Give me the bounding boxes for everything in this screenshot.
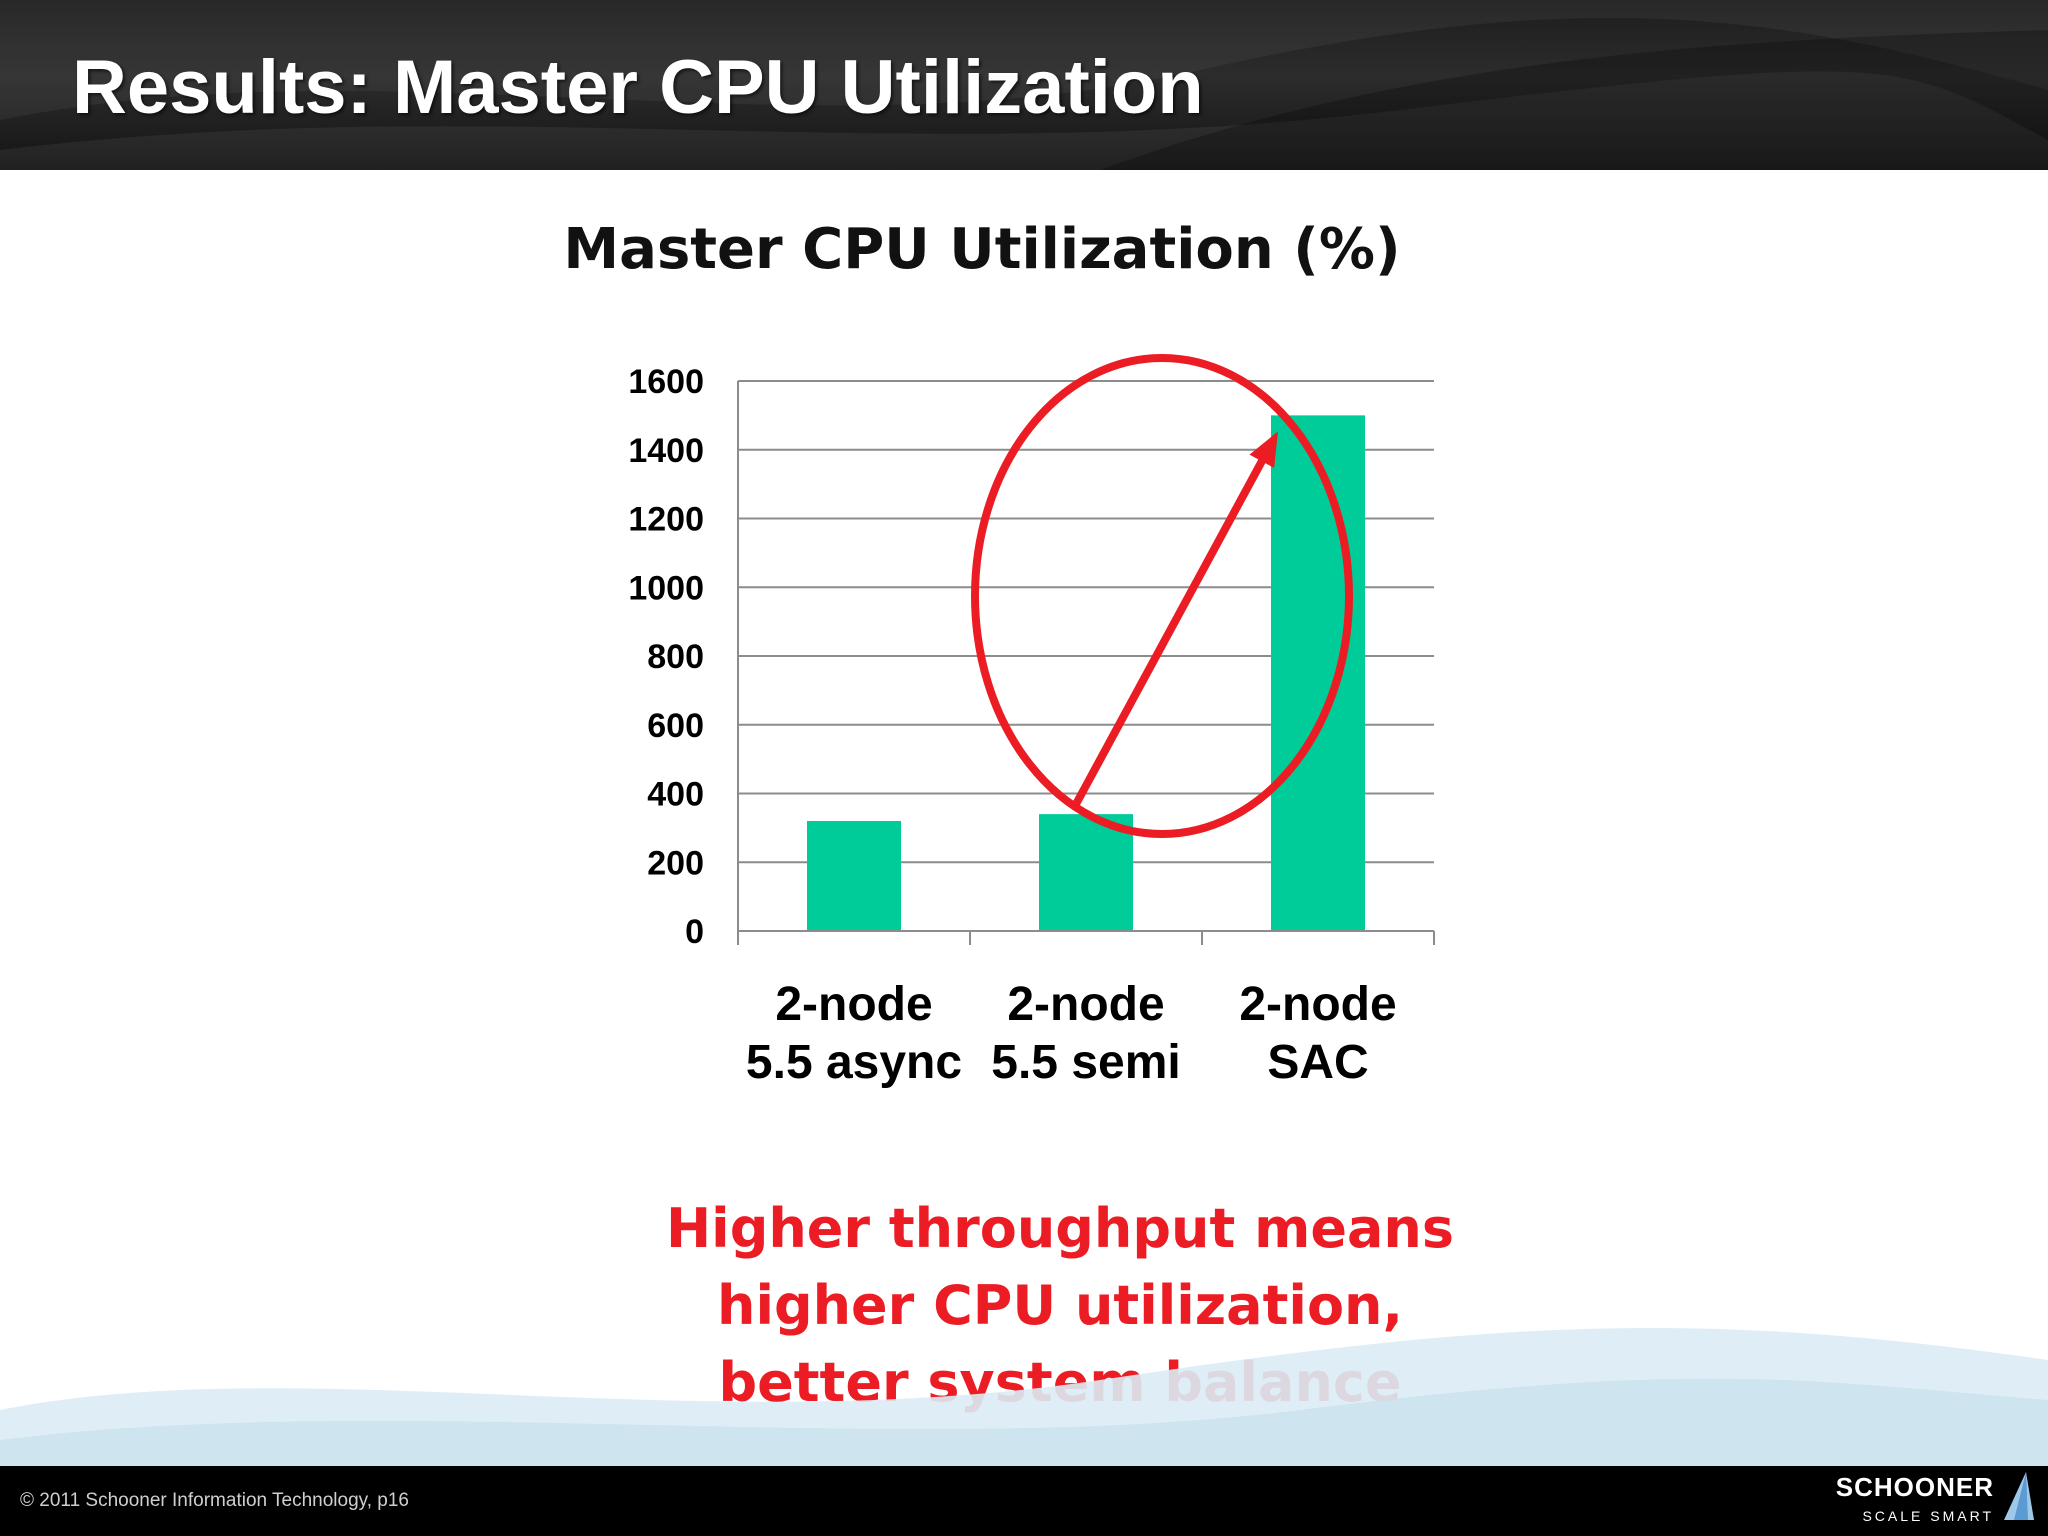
slide-header: Results: Master CPU Utilization [0,0,2048,170]
bars [807,415,1365,931]
y-tick-label: 0 [685,913,704,951]
x-tick-label: 2-node [1239,978,1396,1031]
logo-name: SCHOONER [1835,1472,1994,1502]
sail-icon [2004,1472,2034,1520]
header-wave-decoration [0,0,2048,170]
x-tick-label: 2-node [775,978,932,1031]
arrow-head [1249,431,1278,468]
x-tick-label: 5.5 async [746,1036,962,1089]
copyright-text: © 2011 Schooner Information Technology, … [20,1490,409,1511]
chart-title: Master CPU Utilization (%) [0,214,2048,286]
y-tick-label: 400 [647,776,704,814]
y-tick-label: 1600 [628,363,704,401]
logo-tagline: SCALE SMART [1862,1508,1994,1524]
y-tick-label: 600 [647,707,704,745]
footer-bar [0,1466,2048,1536]
footer-wave-decoration [0,1327,2048,1470]
y-tick-label: 1400 [628,432,704,470]
bar-1 [807,821,901,931]
bar-3 [1271,415,1365,931]
annotations [971,354,1353,838]
callout-line-2: higher CPU utilization, [717,1274,1403,1337]
x-axis [737,381,1435,945]
y-tick-label: 1200 [628,501,704,539]
x-tick-label: 2-node [1007,978,1164,1031]
bar-2 [1039,814,1133,931]
x-tick-label: SAC [1267,1036,1368,1089]
chart-title-text: Master CPU Utilization (%) [563,217,1401,282]
callout-line-1: Higher throughput means [665,1197,1454,1260]
x-tick-label: 5.5 semi [991,1036,1180,1089]
highlight-ellipse [971,354,1353,838]
y-axis-tick-labels: 0 200 400 600 800 1000 1200 1400 1600 [628,363,704,951]
slide-title: Results: Master CPU Utilization [72,45,1204,130]
schooner-logo: SCHOONER SCALE SMART [1804,1468,2044,1534]
arrow-shaft [1072,451,1270,809]
y-tick-label: 200 [647,844,704,882]
y-tick-label: 800 [647,638,704,676]
y-tick-label: 1000 [628,569,704,607]
